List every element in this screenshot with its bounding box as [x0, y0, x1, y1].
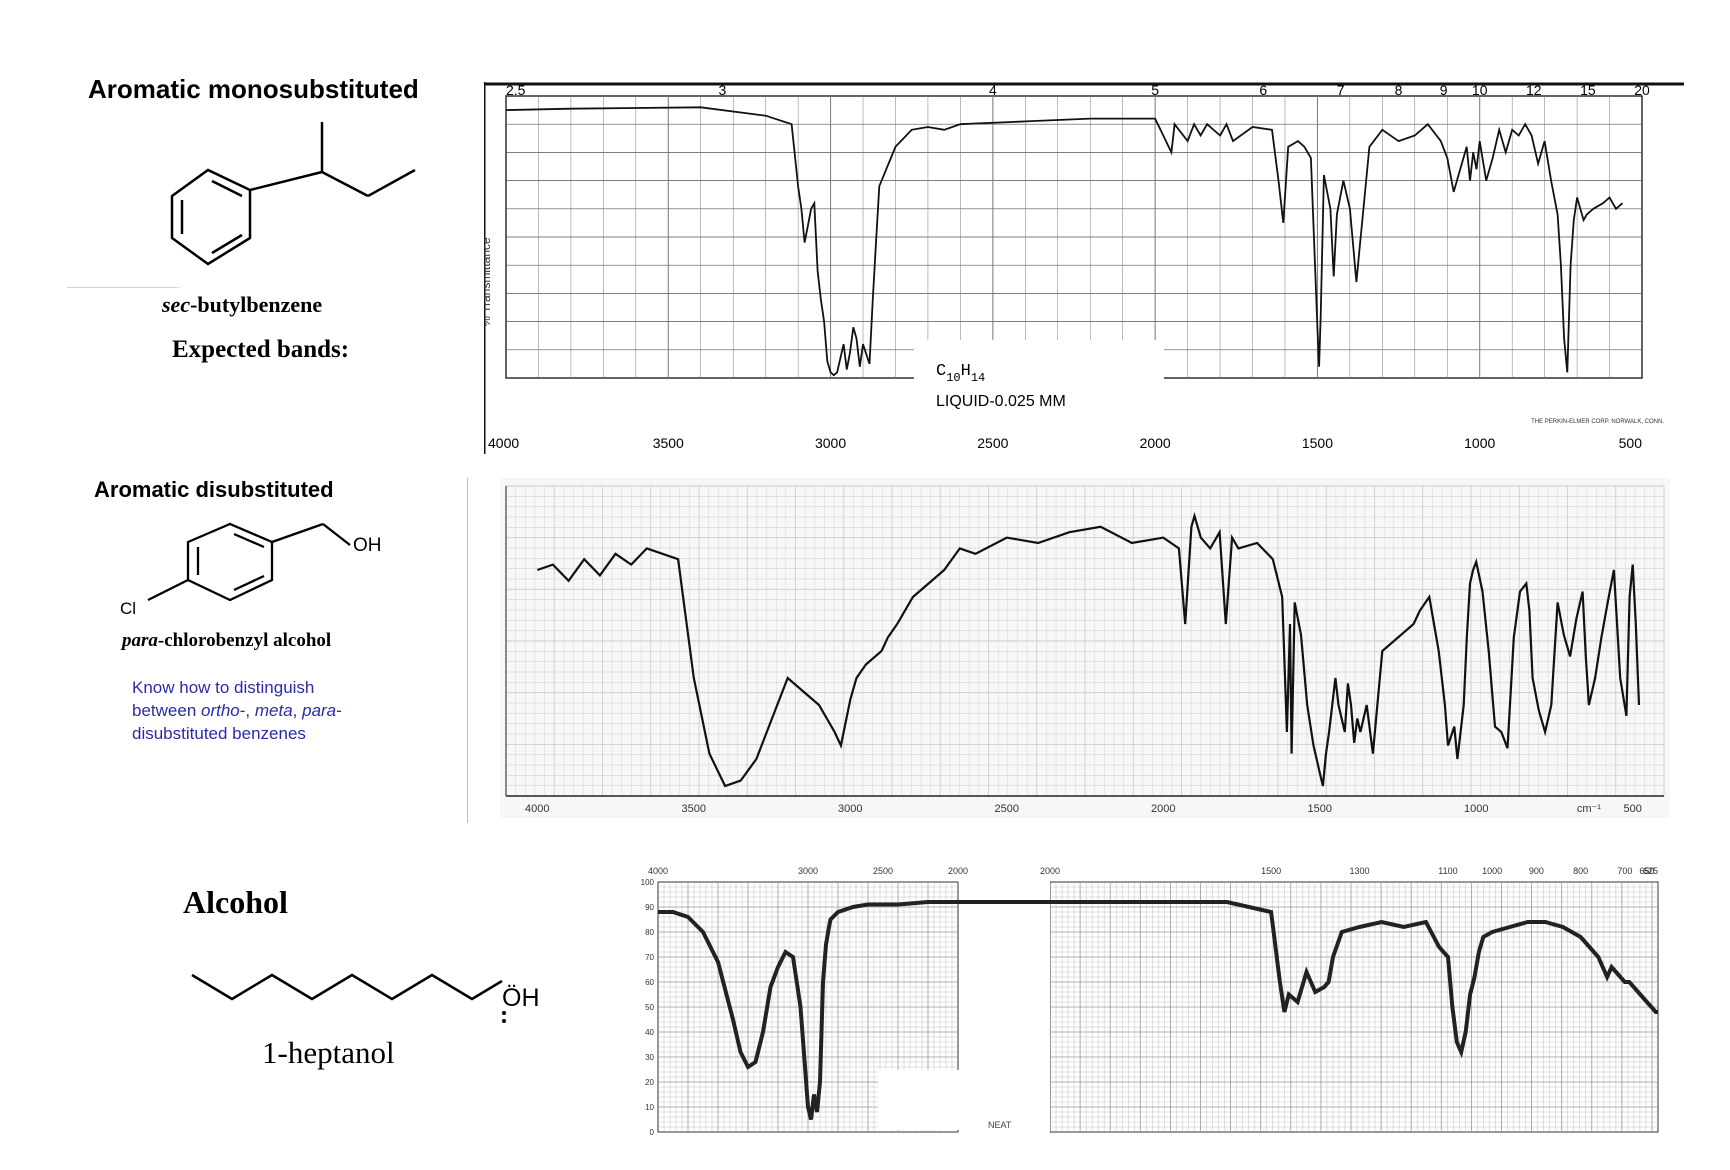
- spec1-micron-tick: 5: [1151, 82, 1159, 98]
- ir-spectrum-p-chlorobenzyl-alcohol: 4000 3500 3000 2500 2000 1500 1000 cm⁻¹ 500: [500, 478, 1670, 818]
- spec1-micron-tick: 12: [1526, 82, 1542, 98]
- spec3-y-tick: 40: [645, 1028, 654, 1037]
- spec3-y-tick: 100: [641, 878, 655, 887]
- note-line-3: disubstituted benzenes: [132, 724, 306, 743]
- spec3-top-tick: 2500: [873, 866, 893, 876]
- spec1-wavenumber-tick: 3000: [815, 435, 846, 451]
- spec2-trace: [536, 512, 1641, 788]
- section1-heading: Aromatic monosubstituted: [88, 74, 419, 104]
- spec3-y-tick: 60: [645, 978, 654, 987]
- spec3-sample: NEAT: [988, 1120, 1012, 1130]
- spec3-y-tick: 20: [645, 1078, 654, 1087]
- spec3-y-tick: 70: [645, 953, 654, 962]
- spec1-micron-tick: 8: [1395, 82, 1403, 98]
- spec1-micron-tick: 9: [1440, 82, 1448, 98]
- spec3-y-tick: 80: [645, 928, 654, 937]
- spec3-top-tick: 1000: [1482, 866, 1502, 876]
- spec1-micron-tick: 2.5: [506, 82, 526, 98]
- spec3-top-tick: 4000: [648, 866, 668, 876]
- spec3-top-tick: 2000: [1040, 866, 1060, 876]
- section1-subheading: Expected bands:: [172, 336, 350, 363]
- spec1-micron-tick: 7: [1337, 82, 1345, 98]
- spec2-tick-label: 1500: [1307, 803, 1331, 815]
- spec1-ylabel: % Transmittance: [484, 237, 493, 327]
- spec3-top-tick: 900: [1529, 866, 1544, 876]
- spec3-top-tick: 700: [1617, 866, 1632, 876]
- section2-divider: [467, 478, 468, 823]
- spec1-wavenumber-tick: 1500: [1302, 435, 1333, 451]
- spec2-tick-label: 3000: [838, 803, 862, 815]
- spec1-wavenumber-tick: 500: [1619, 435, 1643, 451]
- spec2-tick-label: 1000: [1464, 803, 1488, 815]
- spec3-top-tick: 800: [1573, 866, 1588, 876]
- spec3-top-tick: 1100: [1438, 866, 1457, 876]
- compound-prefix: sec: [162, 292, 191, 317]
- spec3-y-tick: 10: [645, 1103, 654, 1112]
- spec3-top-tick: 2000: [948, 866, 968, 876]
- spec2-tick-label: 2000: [1151, 803, 1175, 815]
- compound-rest: -butylbenzene: [190, 292, 323, 317]
- spec2-tick-label: 500: [1624, 803, 1642, 815]
- p-chlorobenzyl-alcohol-structure: OH Cl: [120, 522, 382, 618]
- spec1-micron-tick: 15: [1580, 82, 1596, 98]
- spec1-micron-tick: 4: [989, 82, 997, 98]
- spec3-top-tick: 625: [1643, 866, 1658, 876]
- ir-spectrum-1-heptanol: 0 10 20 30 40 50 60 70 80 90 100 4000 3000 2500 2000 20…: [628, 860, 1668, 1142]
- spec1-trace: [505, 106, 1624, 377]
- note-line-1: Know how to distinguish: [132, 678, 315, 697]
- note-line-2: between ortho-, meta, para-: [132, 701, 342, 720]
- spec3-trace: [658, 900, 1658, 1120]
- oh-label: OH: [353, 535, 382, 556]
- spec1-wavenumber-tick: 1000: [1464, 435, 1495, 451]
- spec1-micron-tick: 3: [718, 82, 726, 98]
- cl-label: Cl: [120, 599, 136, 618]
- section2-compound: para-chlorobenzyl alcohol: [122, 630, 331, 652]
- divider: [67, 287, 177, 288]
- compound-rest: -chlorobenzyl alcohol: [157, 630, 332, 651]
- section2-heading: Aromatic disubstituted: [94, 477, 334, 502]
- ir-spectrum-sec-butylbenzene: 2.5 3 4 5 6 7 8 9 10 12 15 20 4000 3500 3000 2500 2000 1…: [484, 82, 1684, 454]
- spec3-top-tick: 650: [1639, 866, 1654, 876]
- section2-note: Know how to distinguish between ortho-, …: [132, 676, 342, 745]
- spec1-wavenumber-tick: 2000: [1140, 435, 1171, 451]
- spec1-micron-tick: 10: [1472, 82, 1488, 98]
- section1-compound: sec-butylbenzene: [162, 292, 322, 318]
- spec3-top-tick: 3000: [798, 866, 818, 876]
- spec1-footer: THE PERKIN-ELMER CORP. NORWALK, CONN.: [1531, 419, 1664, 425]
- spec3-y-tick: 30: [645, 1053, 654, 1062]
- 1-heptanol-structure: ÖH: [191, 973, 540, 1023]
- spec1-wavenumber-tick: 2500: [977, 435, 1008, 451]
- spec1-micron-tick: 6: [1259, 82, 1267, 98]
- spec3-top-tick: 1500: [1261, 866, 1281, 876]
- spec3-y-tick: 0: [650, 1128, 655, 1137]
- section3-heading: Alcohol: [183, 884, 288, 920]
- oh-label: ÖH: [502, 984, 540, 1012]
- spec1-wavenumber-tick: 3500: [653, 435, 684, 451]
- spec2-tick-label: cm⁻¹: [1577, 803, 1601, 815]
- spec1-formula: C10H14: [936, 362, 985, 385]
- spec3-top-tick: 1300: [1350, 866, 1370, 876]
- section3-compound: 1-heptanol: [262, 1035, 395, 1070]
- sec-butylbenzene-structure: [150, 122, 416, 288]
- spec3-y-tick: 50: [645, 1003, 654, 1012]
- spec3-y-tick: 90: [645, 903, 654, 912]
- compound-prefix: para: [122, 630, 158, 651]
- spec2-tick-label: 2500: [995, 803, 1019, 815]
- spec1-micron-tick: 20: [1634, 82, 1650, 98]
- spec2-tick-label: 3500: [682, 803, 706, 815]
- spec1-sample: LIQUID-0.025 MM: [936, 393, 1066, 410]
- spec1-wavenumber-tick: 4000: [488, 435, 519, 451]
- spec2-tick-label: 4000: [525, 803, 549, 815]
